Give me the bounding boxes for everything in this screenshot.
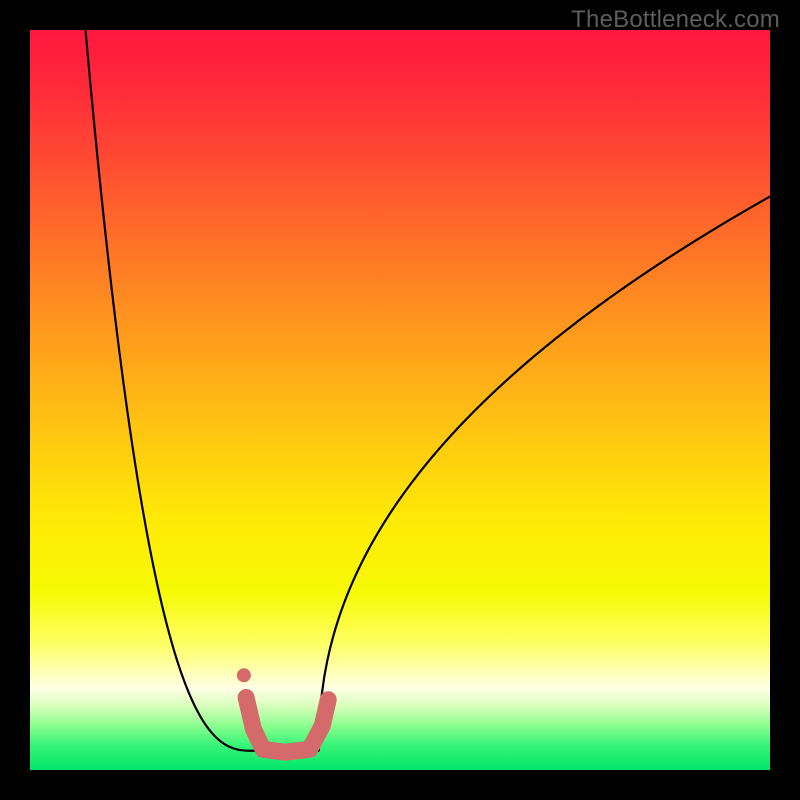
gradient-bg [30,30,770,770]
plot-area [30,30,770,770]
plot-svg [30,30,770,770]
chart-frame: TheBottleneck.com [0,0,800,800]
trough-dot [237,668,251,682]
